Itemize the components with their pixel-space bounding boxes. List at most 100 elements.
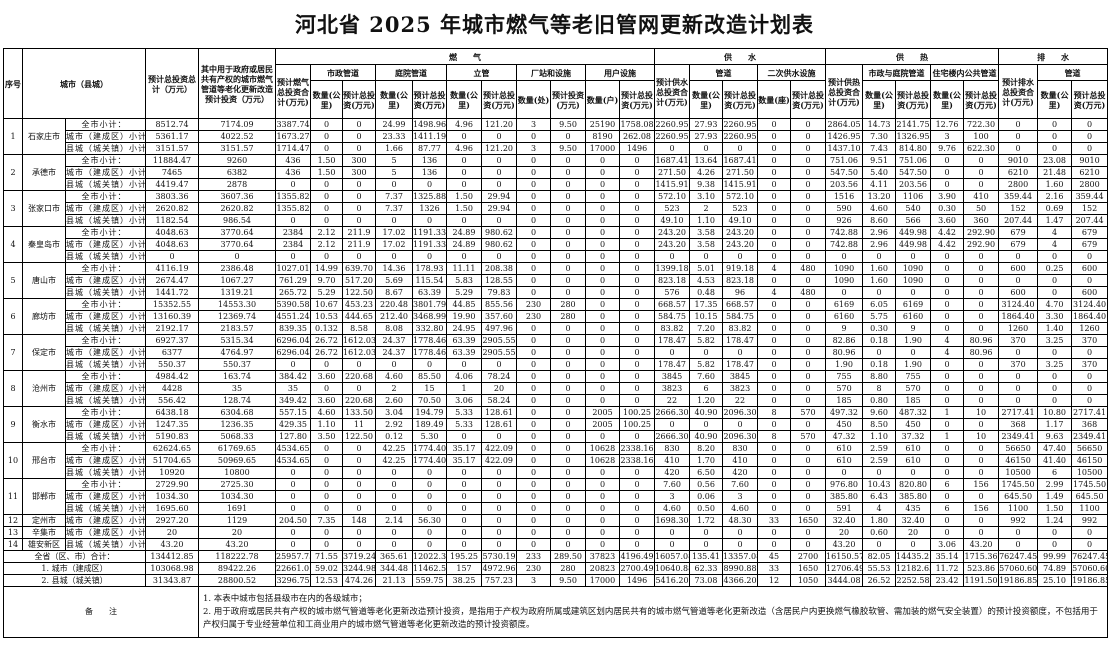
value-cell: 1.50: [446, 202, 482, 215]
row-label: 全市小计：: [65, 478, 146, 491]
value-cell: 0: [516, 490, 551, 503]
value-cell: 0: [722, 142, 758, 155]
value-cell: 3244.98: [342, 562, 376, 575]
value-cell: 1.17: [1037, 418, 1073, 431]
total-row: 1. 城市（建成区） 103068.98 89422.26 22661.01 59.02…: [3, 562, 1109, 575]
value-cell: 570: [789, 406, 827, 419]
value-cell: 0: [895, 286, 932, 299]
value-cell: 1: [446, 382, 482, 395]
value-cell: 0: [789, 442, 827, 455]
value-cell: 0: [963, 310, 1000, 323]
value-cell: 3.58: [689, 238, 723, 251]
value-cell: 1864.40: [1071, 310, 1109, 323]
value-cell: 0: [619, 430, 655, 443]
value-cell: 25.10: [1037, 574, 1073, 587]
header-unit: 数量(公里): [862, 80, 897, 119]
value-cell: 8.60: [862, 214, 897, 227]
value-cell: 4: [930, 346, 965, 359]
value-cell: 127.80: [275, 430, 311, 443]
note-line: 2. 用于政府或居民共有产权的城市燃气管道等老化更新改造预计投资，是指用于产权为…: [203, 606, 1098, 630]
value-cell: 0: [446, 166, 482, 179]
value-cell: 8.58: [342, 322, 376, 335]
value-cell: 0.25: [1037, 262, 1073, 275]
value-cell: 24.37: [375, 346, 413, 359]
value-cell: 49.10: [654, 214, 690, 227]
value-cell: 26.52: [862, 574, 897, 587]
value-cell: 230: [516, 298, 551, 311]
city-name: 保定市: [22, 334, 66, 371]
value-cell: 0: [516, 430, 551, 443]
value-cell: 0: [412, 466, 447, 479]
header-drain-total: 预计排水总投资合计(万元): [998, 64, 1039, 119]
value-cell: 0: [550, 190, 586, 203]
value-cell: 2800: [998, 178, 1039, 191]
value-cell: 8.80: [862, 370, 897, 383]
value-cell: 0: [963, 418, 1000, 431]
value-cell: 2905.55: [481, 334, 517, 347]
value-cell: 487.32: [895, 406, 932, 419]
value-cell: 1.50: [1037, 502, 1073, 515]
value-cell: 29.94: [481, 202, 517, 215]
value-cell: 0: [275, 502, 311, 515]
value-cell: 0: [789, 154, 827, 167]
value-cell: 855.56: [481, 298, 517, 311]
value-cell: 2.16: [1037, 190, 1073, 203]
value-cell: 0: [550, 130, 586, 143]
value-cell: 0: [375, 178, 413, 191]
value-cell: 0: [862, 250, 897, 263]
value-cell: 8990.88: [722, 562, 758, 575]
value-cell: 76247.45: [998, 550, 1039, 563]
value-cell: 523: [654, 202, 690, 215]
value-cell: 35.17: [446, 442, 482, 455]
table-row: 县城（城关镇）小计 5190.83 5068.33 127.80 3.50 122.50 0…: [4, 430, 1109, 443]
value-cell: 4048.63: [145, 226, 199, 239]
value-cell: 0: [585, 466, 620, 479]
value-cell: 359.44: [1071, 190, 1109, 203]
value-cell: 0: [998, 250, 1039, 263]
value-cell: 5.33: [446, 418, 482, 431]
value-cell: 0: [789, 394, 827, 407]
value-cell: 0: [619, 526, 655, 539]
value-cell: 0: [862, 538, 897, 551]
row-label: 城市（建成区）小计: [65, 166, 146, 179]
header-unit: 预计总投资(万元): [963, 80, 1000, 119]
value-cell: 3607.36: [198, 190, 276, 203]
value-cell: 349.42: [275, 394, 311, 407]
value-cell: 757.23: [481, 574, 517, 587]
value-cell: 0: [342, 454, 376, 467]
value-cell: 0: [342, 214, 376, 227]
value-cell: 610: [825, 442, 864, 455]
table-body: 1 石家庄市 全市小计： 8512.74 7174.09 3387.74 0 0 24.99 14…: [3, 118, 1109, 638]
value-cell: 0: [757, 442, 791, 455]
value-cell: 0: [1071, 274, 1109, 287]
value-cell: 0: [516, 442, 551, 455]
value-cell: 584.75: [654, 310, 690, 323]
value-cell: 547.50: [825, 166, 864, 179]
value-cell: 1695.60: [145, 502, 199, 515]
value-cell: 1.49: [1037, 490, 1073, 503]
value-cell: 70.50: [412, 394, 447, 407]
value-cell: 0: [998, 274, 1039, 287]
value-cell: 2005: [585, 406, 620, 419]
value-cell: 0: [998, 538, 1039, 551]
value-cell: 5.69: [375, 274, 413, 287]
value-cell: 6.05: [862, 298, 897, 311]
value-cell: 0: [375, 214, 413, 227]
value-cell: 220.48: [375, 298, 413, 311]
value-cell: 14.36: [375, 262, 413, 275]
value-cell: 2141.75: [895, 118, 932, 131]
value-cell: 480: [789, 262, 827, 275]
value-cell: 0: [275, 214, 311, 227]
value-cell: 5.83: [446, 274, 482, 287]
value-cell: 11462.58: [412, 562, 447, 575]
value-cell: 1: [930, 430, 965, 443]
value-cell: 0: [963, 166, 1000, 179]
value-cell: 0: [930, 358, 965, 371]
value-cell: 0: [375, 490, 413, 503]
value-cell: 0: [585, 502, 620, 515]
value-cell: 0: [930, 166, 965, 179]
header-heat-total: 预计供热总投资合计(万元): [825, 64, 864, 119]
value-cell: 1.90: [825, 358, 864, 371]
table-row: 城市（建成区）小计 13160.39 12369.74 4551.24 10.53 444…: [4, 310, 1109, 323]
value-cell: 5: [375, 154, 413, 167]
